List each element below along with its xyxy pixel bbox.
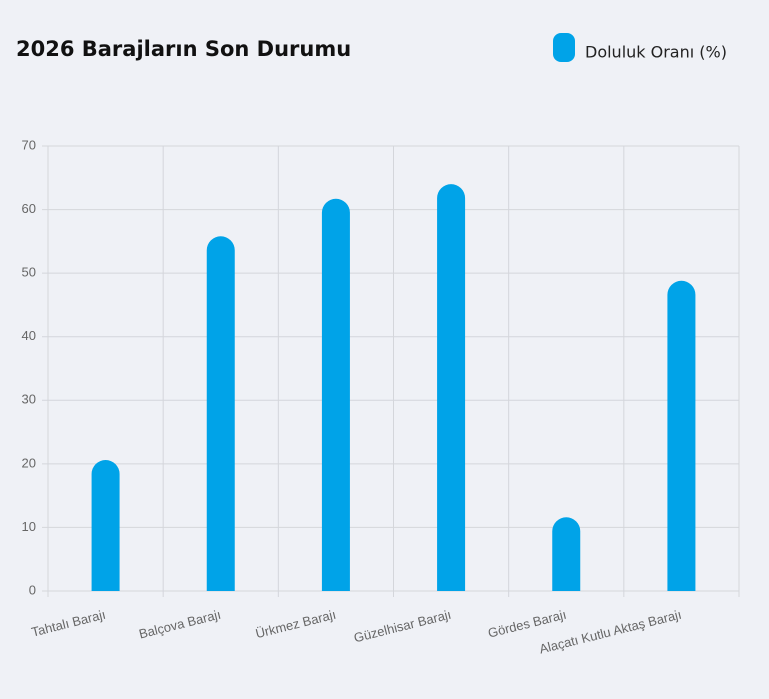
y-tick-label: 70 (22, 137, 36, 152)
legend-label: Doluluk Oranı (%) (585, 43, 727, 62)
legend-swatch (553, 33, 575, 62)
x-tick-label: Ürkmez Barajı (254, 607, 338, 641)
bar (667, 280, 696, 591)
x-tick-label: Güzelhisar Barajı (352, 607, 452, 646)
bar (437, 184, 466, 591)
y-tick-label: 20 (22, 455, 36, 470)
bar (321, 198, 350, 592)
x-tick-label: Gördes Barajı (486, 607, 567, 641)
x-tick-label: Tahtalı Barajı (30, 607, 107, 640)
bar (552, 517, 581, 591)
y-tick-label: 50 (22, 265, 36, 280)
y-tick-label: 60 (22, 201, 36, 216)
bar (206, 236, 235, 592)
x-tick-label: Balçova Barajı (137, 607, 222, 642)
y-tick-label: 40 (22, 328, 36, 343)
y-tick-label: 0 (29, 582, 36, 597)
bar (91, 460, 120, 591)
y-tick-label: 10 (22, 519, 36, 534)
y-tick-label: 30 (22, 392, 36, 407)
chart-title: 2026 Barajların Son Durumu (16, 37, 351, 61)
